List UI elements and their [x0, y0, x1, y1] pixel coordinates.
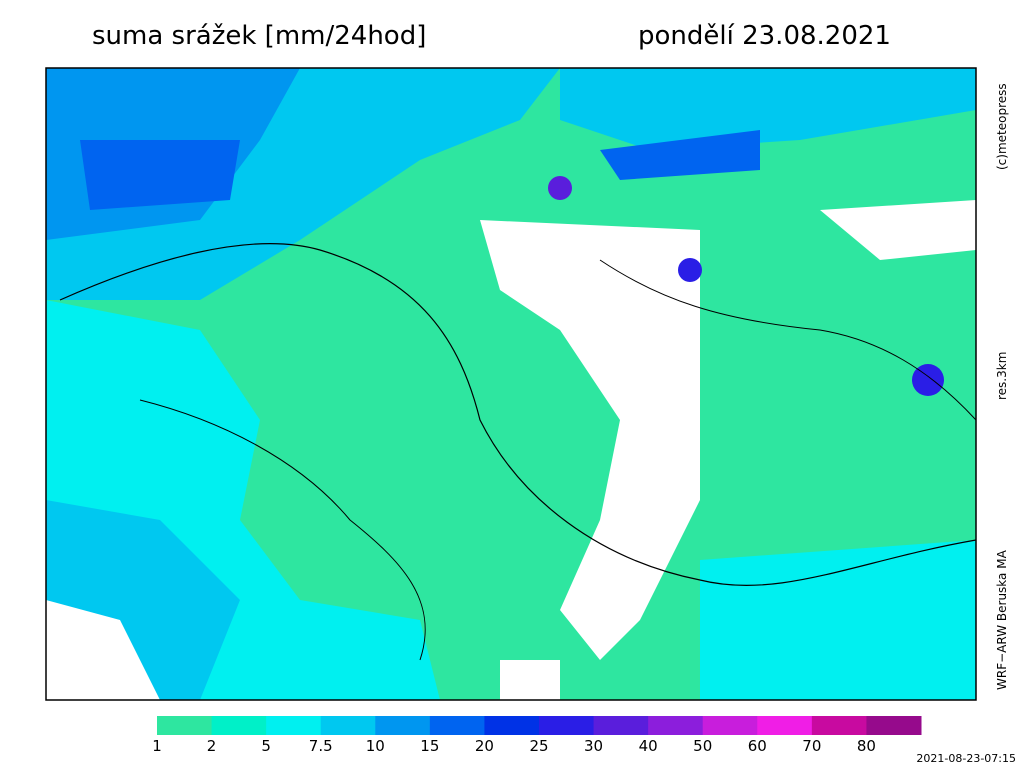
legend-label: 60	[748, 737, 767, 755]
legend-swatch	[375, 716, 431, 735]
legend-label: 70	[802, 737, 821, 755]
side-label: WRF−ARW Beruska MA	[995, 549, 1009, 690]
border-line	[139, 399, 426, 661]
legend-swatch	[211, 716, 267, 735]
legend-swatch	[593, 716, 649, 735]
legend-swatch	[866, 716, 922, 735]
legend-label: 5	[261, 737, 271, 755]
legend-label: 10	[366, 737, 385, 755]
legend-label: 1	[152, 737, 162, 755]
side-label: (c)meteopress	[995, 83, 1009, 170]
legend-swatch	[702, 716, 758, 735]
timestamp: 2021-08-23-07:15	[916, 752, 1016, 765]
legend-swatch	[648, 716, 704, 735]
legend-swatch	[429, 716, 485, 735]
legend-label: 15	[420, 737, 439, 755]
title: suma srážek [mm/24hod]	[92, 21, 426, 51]
legend-label: 50	[693, 737, 712, 755]
border-line	[599, 259, 977, 421]
legend-swatch	[320, 716, 376, 735]
dry-area	[500, 660, 560, 700]
dry-area	[46, 600, 160, 700]
side-label: res.3km	[995, 352, 1009, 400]
dry-area	[820, 200, 976, 260]
legend-swatch	[539, 716, 595, 735]
legend: 1 2 5 7.5 10 15 20 25 30 40 50 60 70 80	[152, 716, 922, 755]
legend-swatch	[266, 716, 322, 735]
dry-area	[480, 220, 700, 660]
legend-label: 25	[529, 737, 548, 755]
legend-label: 20	[475, 737, 494, 755]
map	[45, 67, 977, 701]
legend-label: 2	[207, 737, 217, 755]
legend-label: 40	[639, 737, 658, 755]
border-line	[59, 243, 977, 586]
rain-core	[912, 364, 944, 396]
rain-area	[80, 140, 240, 210]
rain-core	[678, 258, 702, 282]
legend-swatch	[811, 716, 867, 735]
rain-area	[560, 68, 976, 150]
legend-label: 7.5	[309, 737, 333, 755]
rain-core	[548, 176, 572, 200]
rain-area	[600, 130, 760, 180]
date: pondělí 23.08.2021	[638, 21, 891, 51]
rain-area	[700, 540, 976, 700]
legend-label: 80	[857, 737, 876, 755]
legend-label: 30	[584, 737, 603, 755]
legend-swatch	[757, 716, 813, 735]
map-frame	[45, 67, 977, 701]
legend-swatch	[157, 716, 213, 735]
legend-swatch	[484, 716, 540, 735]
